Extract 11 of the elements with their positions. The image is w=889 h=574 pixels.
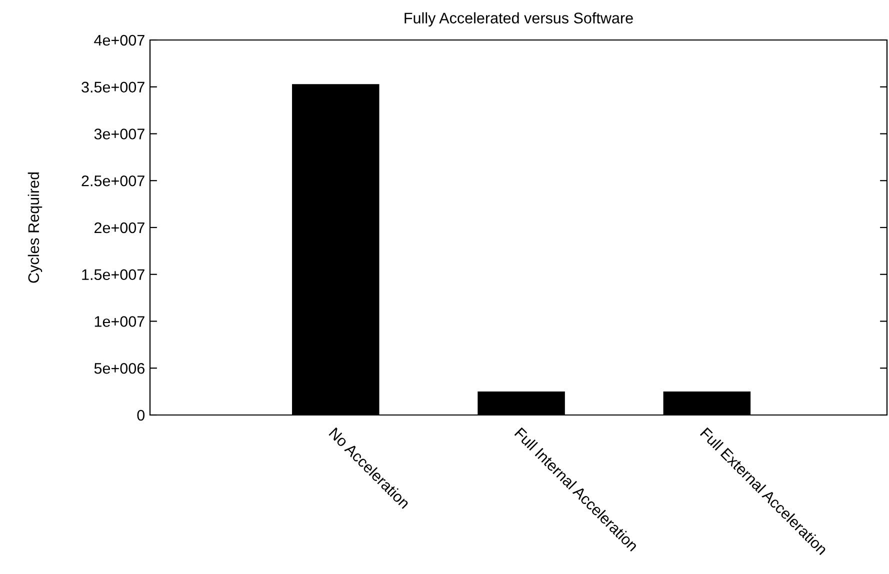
y-tick-label: 4e+007: [94, 34, 144, 46]
y-tick-label: 2.5e+007: [82, 175, 144, 186]
y-tick-label: 3e+007: [94, 128, 144, 140]
y-axis-title: Cycles Required: [28, 172, 42, 283]
y-tick-label: 2e+007: [94, 222, 144, 234]
y-tick-label: 1.5e+007: [82, 269, 144, 280]
y-tick-label: 1e+007: [94, 316, 144, 327]
y-tick-label: 0: [137, 410, 145, 421]
y-tick-label: 5e+006: [94, 362, 144, 374]
y-tick-label: 3.5e+007: [82, 82, 144, 93]
chart-title: Fully Accelerated versus Software: [404, 12, 633, 27]
